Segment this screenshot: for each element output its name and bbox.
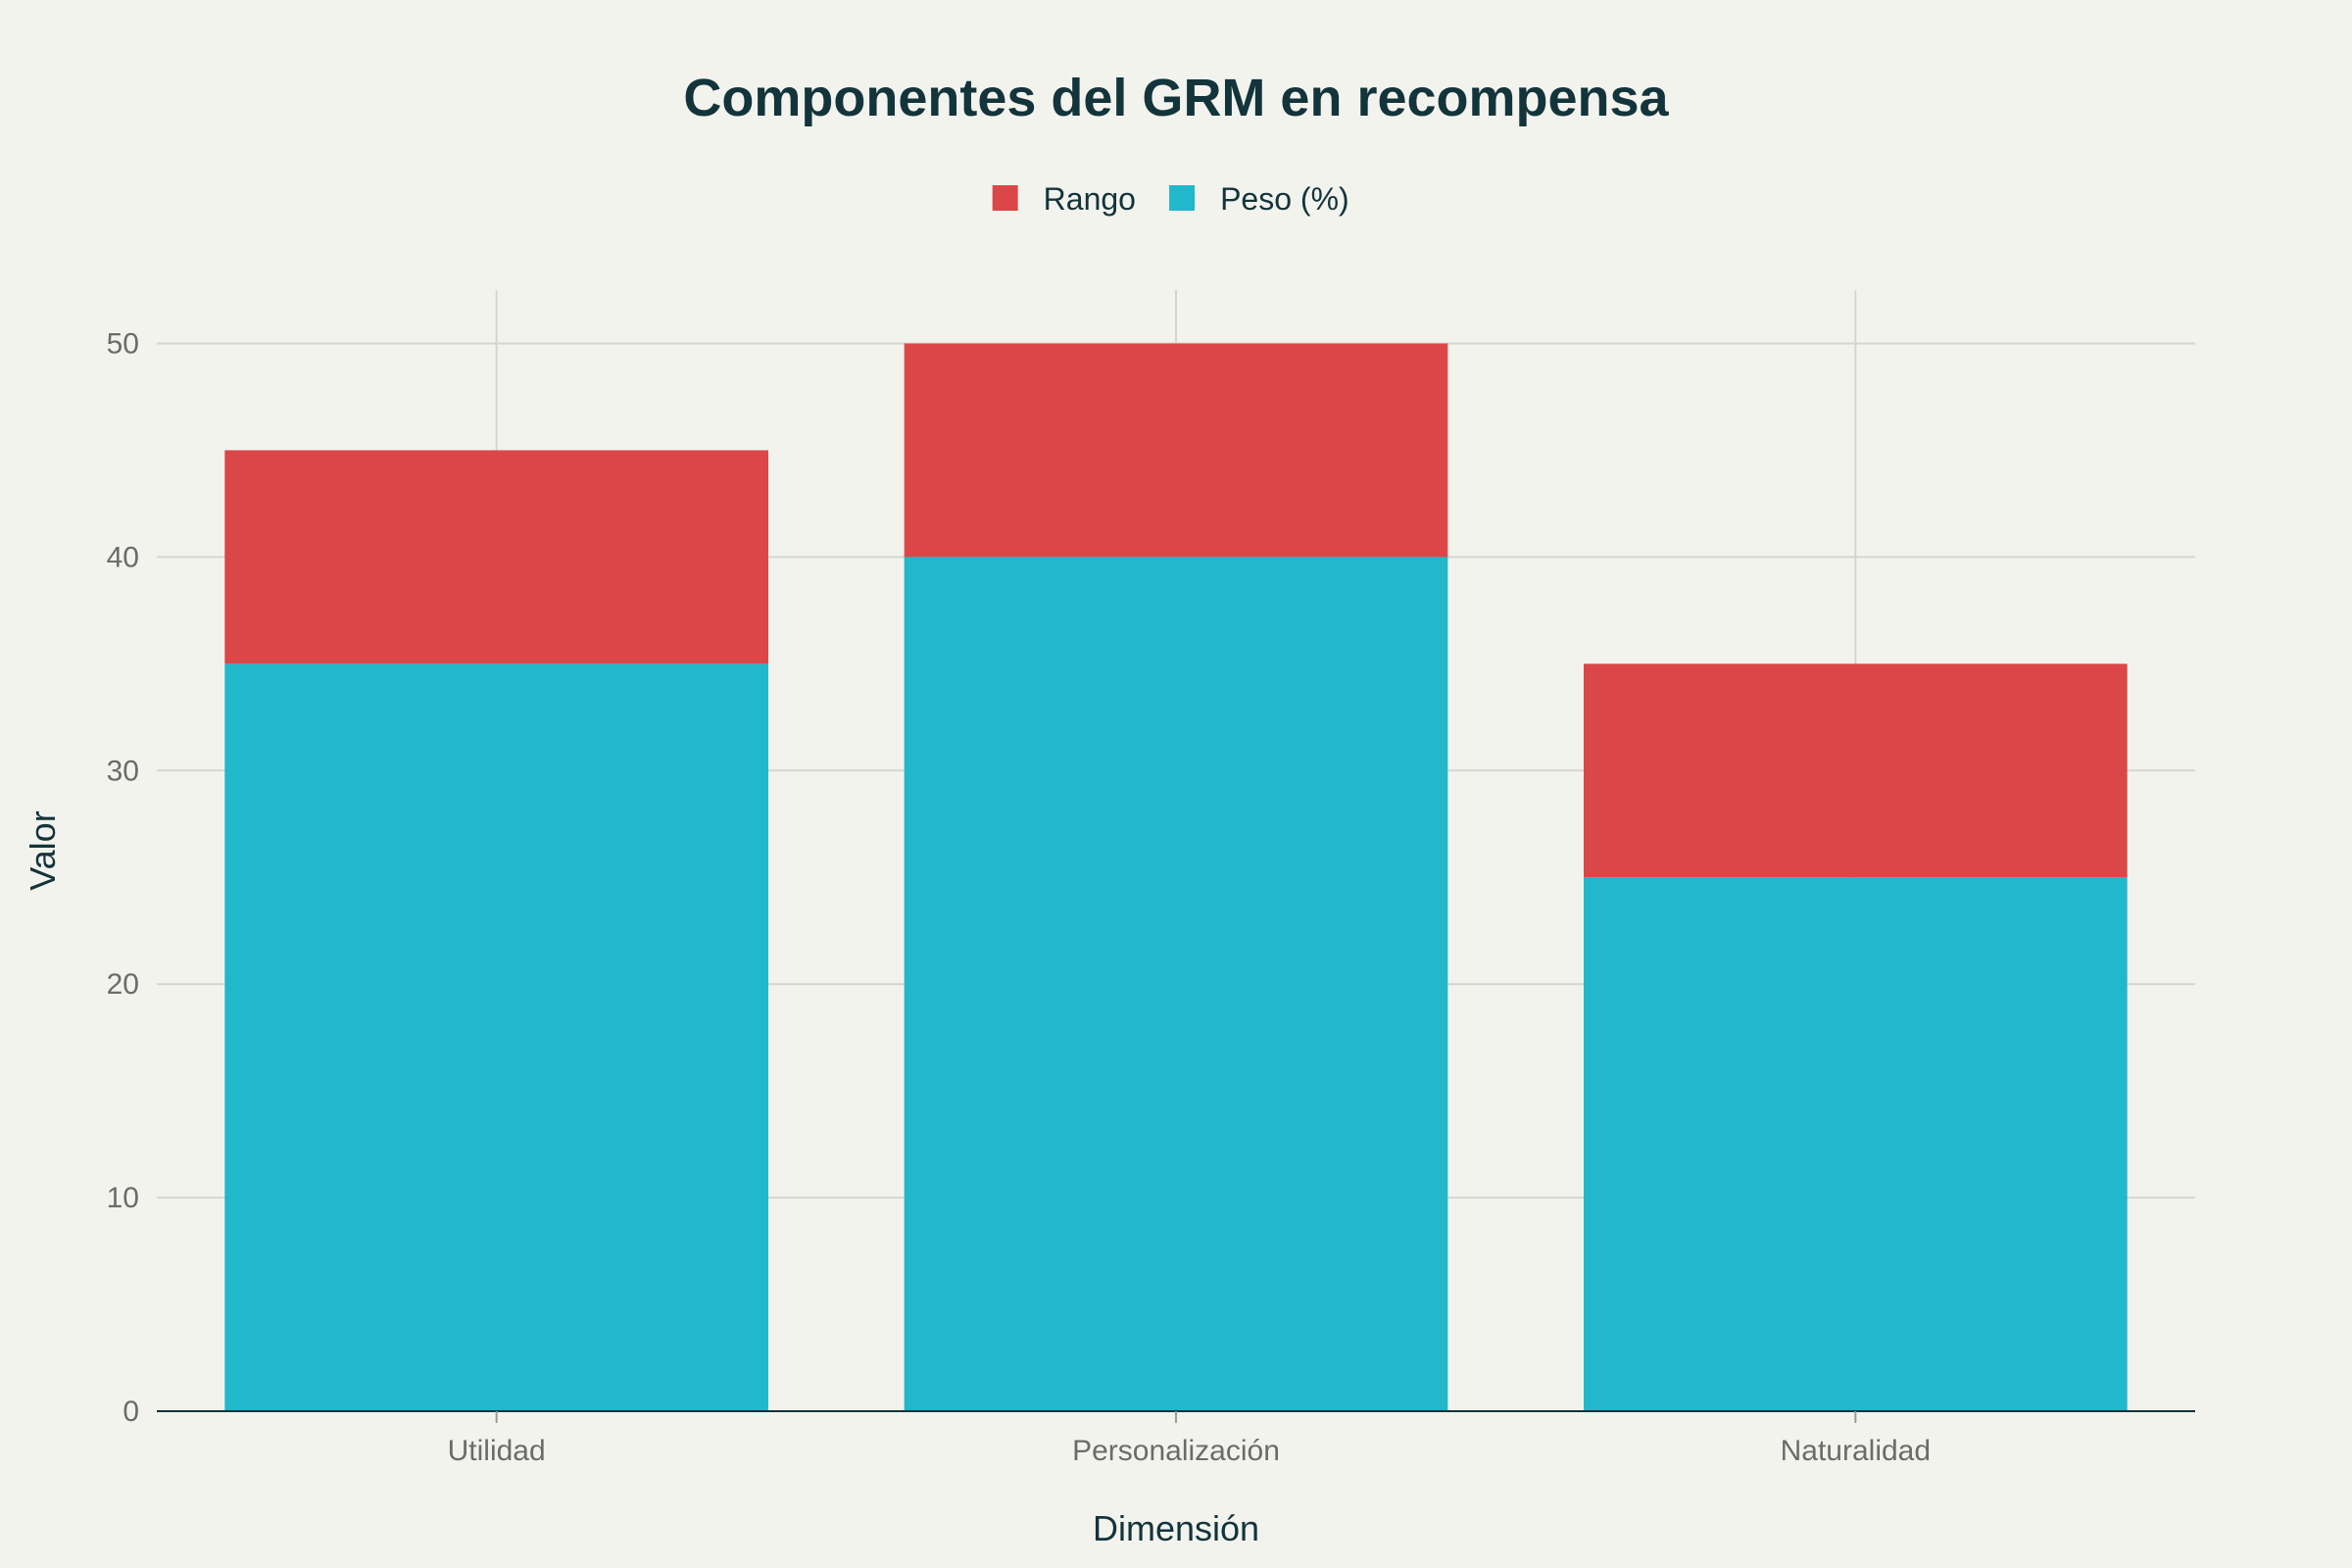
y-tick-label: 50 (107, 327, 139, 360)
bar-peso-personalizacion[interactable] (904, 557, 1448, 1411)
legend-swatch-peso[interactable] (1169, 185, 1196, 211)
x-tick-label: Utilidad (448, 1435, 546, 1467)
bar-peso-utilidad[interactable] (224, 663, 769, 1411)
x-tick-label: Naturalidad (1781, 1435, 1931, 1467)
legend-label-peso[interactable]: Peso (%) (1220, 181, 1349, 217)
y-tick-label: 10 (107, 1182, 139, 1214)
legend-label-rango[interactable]: Rango (1044, 181, 1136, 217)
y-tick-label: 40 (107, 541, 139, 573)
x-axis-title: Dimensión (1093, 1508, 1259, 1548)
y-tick-label: 30 (107, 755, 139, 787)
legend: Rango Peso (%) (992, 181, 1349, 217)
y-tick-label: 0 (122, 1396, 139, 1428)
y-axis-title: Valor (23, 810, 63, 890)
chart-title: Componentes del GRM en recompensa (683, 69, 1669, 127)
bar-rango-personalizacion[interactable] (904, 343, 1448, 558)
bar-rango-utilidad[interactable] (224, 450, 769, 664)
y-tick-label: 20 (107, 968, 139, 1001)
bar-rango-naturalidad[interactable] (1584, 663, 2128, 878)
bars (224, 343, 2128, 1411)
x-tick-label: Personalización (1072, 1435, 1280, 1467)
axes: 0 10 20 30 40 50 Utilidad Personalización Natura… (107, 327, 2195, 1467)
legend-swatch-rango[interactable] (992, 185, 1018, 211)
bar-peso-naturalidad[interactable] (1584, 877, 2128, 1411)
